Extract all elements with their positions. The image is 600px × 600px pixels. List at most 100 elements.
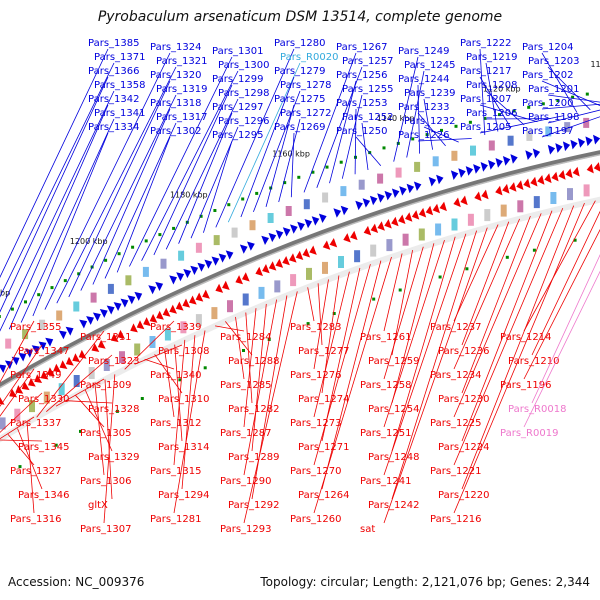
scale-tick: [24, 300, 27, 304]
function-color-box: [39, 319, 46, 330]
gene-label: Pars_1349: [10, 370, 61, 381]
reverse-gene-arrow: [110, 333, 119, 343]
gene-label: Pars_1214: [500, 332, 551, 343]
gene-leader-line: [190, 126, 239, 239]
gene-label: Pars_1300: [218, 60, 269, 71]
gene-leader-line: [317, 283, 323, 346]
reverse-gene-arrow: [59, 360, 68, 369]
gene-leader-line: [307, 287, 315, 322]
forward-gene-arrow: [369, 195, 378, 206]
scale-tick: [10, 307, 14, 311]
forward-gene-arrow: [134, 291, 143, 301]
gene-label: Pars_1311: [80, 332, 131, 343]
gene-leader-line: [461, 205, 575, 490]
gene-label: Pars_1298: [218, 88, 269, 99]
gene-leader-line: [55, 378, 105, 407]
function-color-box: [470, 145, 476, 156]
forward-gene-arrow: [218, 253, 227, 263]
gene-label: Pars_1216: [430, 514, 481, 525]
gene-leader-line: [423, 98, 433, 150]
gene-label: Pars_1242: [368, 500, 419, 511]
gene-leader-line: [523, 270, 600, 428]
forward-gene-arrow: [377, 193, 385, 203]
forward-gene-arrow: [297, 221, 305, 231]
reverse-gene-arrow: [509, 182, 517, 192]
scale-tick: [283, 181, 287, 185]
function-color-box: [73, 375, 80, 387]
gene-leader-line: [313, 264, 371, 466]
scale-tick: [0, 315, 1, 318]
scale-tick: [54, 443, 58, 447]
gene-leader-line: [0, 344, 43, 407]
reverse-gene-arrow: [405, 212, 413, 222]
reverse-gene-arrow: [481, 189, 489, 200]
reverse-gene-arrow: [537, 175, 545, 185]
forward-gene-arrow: [261, 235, 269, 245]
scale-tick: [372, 297, 376, 301]
forward-gene-arrow: [65, 326, 74, 336]
gene-leader-line: [245, 312, 253, 404]
gene-label: Pars_1299: [212, 74, 263, 85]
gene-label: Pars_1288: [228, 356, 279, 367]
gene-leader-line: [92, 108, 171, 285]
reverse-gene-arrow: [474, 191, 482, 202]
gene-label: Pars_1280: [274, 38, 325, 49]
gene-leader-line: [383, 246, 424, 380]
gene-label: Pars_1203: [528, 56, 579, 67]
gene-leader-line: [0, 48, 109, 279]
gene-label: Pars_1202: [522, 70, 573, 81]
scale-tick: [498, 113, 501, 117]
gene-leader-line: [341, 94, 363, 179]
reverse-gene-arrow: [523, 178, 531, 189]
reverse-gene-arrow: [495, 185, 503, 196]
gene-label: Pars_1252: [342, 112, 393, 123]
function-color-box: [180, 321, 187, 334]
gene-leader-line: [0, 416, 35, 440]
gene-label: Pars_1264: [298, 490, 349, 501]
gene-label: Pars_1219: [466, 52, 517, 63]
gene-leader-line: [203, 140, 233, 233]
reverse-gene-arrow: [460, 195, 468, 206]
scale-tick: [172, 226, 176, 230]
reverse-gene-arrow: [162, 307, 171, 317]
gene-label: Pars_1197: [522, 126, 573, 137]
gene-label: Pars_1259: [368, 356, 419, 367]
scale-label: 1220 kbp: [0, 289, 10, 298]
gene-label: Pars_1302: [150, 126, 201, 137]
scale-tick: [203, 366, 207, 370]
gene-leader-line: [265, 104, 295, 208]
gene-leader-line: [0, 62, 115, 298]
gene-leader-line: [243, 299, 277, 476]
genome-backbone: [0, 150, 600, 389]
function-color-box: [73, 301, 80, 312]
function-color-box: [306, 267, 312, 280]
gene-label: Pars_1207: [460, 94, 511, 105]
forward-gene-arrow: [311, 216, 320, 226]
gene-label: Pars_1323: [88, 356, 139, 367]
forward-gene-arrow: [120, 298, 129, 308]
forward-gene-arrow: [58, 330, 67, 340]
gene-label: Pars_1225: [430, 418, 481, 429]
reverse-gene-arrow: [0, 396, 5, 405]
genome-summary-text: Topology: circular; Length: 2,121,076 bp…: [260, 575, 590, 589]
gene-leader-line: [453, 202, 585, 514]
gene-label: Pars_1294: [158, 490, 209, 501]
scale-tick: [512, 109, 516, 113]
gene-leader-line: [547, 109, 600, 124]
function-color-box: [545, 126, 552, 137]
gene-label: Pars_1255: [342, 84, 393, 95]
function-color-box: [370, 244, 377, 257]
gene-label: Pars_1281: [150, 514, 201, 525]
gene-label: Pars_1358: [94, 80, 145, 91]
forward-gene-arrow: [211, 256, 220, 266]
scale-tick: [398, 288, 402, 292]
gene-leader-line: [65, 400, 113, 404]
gene-label: Pars_1301: [212, 46, 263, 57]
reverse-gene-arrow: [586, 163, 594, 174]
reverse-gene-arrow: [189, 295, 197, 305]
gene-leader-line: [46, 354, 113, 413]
scale-tick: [242, 349, 245, 352]
forward-gene-arrow: [436, 174, 444, 185]
gene-label: Pars_1282: [228, 404, 279, 415]
gene-label: Pars_1208: [466, 80, 517, 91]
